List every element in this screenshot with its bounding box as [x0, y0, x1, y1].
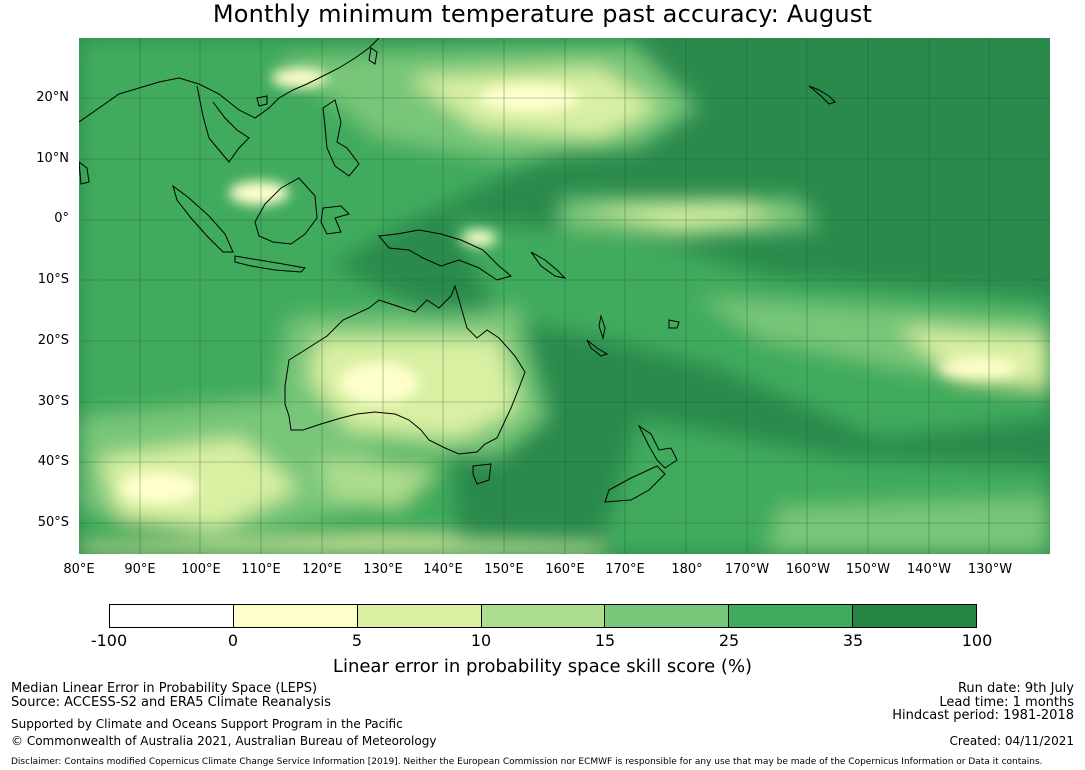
colorbar-swatch-5: [729, 605, 854, 627]
new-guinea-coastline: [378, 229, 513, 281]
coastlines: [79, 38, 836, 503]
philippines-coastline: [322, 99, 360, 177]
hainan-coastline: [256, 95, 268, 107]
colorbar-tick-minus100: -100: [90, 631, 128, 650]
disclaimer-text: Disclaimer: Contains modified Copernicus…: [11, 757, 1043, 767]
colorbar-swatch-1: [233, 605, 358, 627]
new-zealand-south-coastline: [604, 465, 666, 503]
lon-label-170e: 170°E: [605, 562, 645, 577]
colorbar-label: Linear error in probability space skill …: [332, 656, 753, 677]
lat-label-30s: 30°S: [37, 394, 69, 409]
sumatra-coastline: [172, 184, 234, 253]
asia-mainland-coastline: [79, 38, 380, 163]
lon-label-180: 180°: [671, 562, 703, 577]
colorbar-swatch-3: [481, 605, 606, 627]
taiwan-coastline: [368, 47, 378, 65]
colorbar-tick-5: 5: [351, 631, 363, 650]
fiji-coastline: [668, 319, 680, 329]
lon-label-150w: 150°W: [845, 562, 891, 577]
lat-label-0: 0°: [54, 211, 69, 226]
skill-score-map: [79, 38, 1050, 554]
footer-leps-text: Median Linear Error in Probability Space…: [11, 681, 318, 696]
borneo-coastline: [254, 177, 318, 245]
colorbar-swatch-2: [357, 605, 482, 627]
colorbar-tick-15: 15: [594, 631, 616, 650]
footer-copyright-text: © Commonwealth of Australia 2021, Austra…: [11, 734, 437, 748]
lat-label-10n: 10°N: [36, 151, 69, 166]
sri-lanka-coastline: [79, 161, 90, 185]
lead-time-text: Lead time: 1 months: [939, 695, 1074, 710]
new-zealand-north-coastline: [637, 424, 678, 469]
java-coastline: [234, 255, 307, 273]
new-caledonia-coastline: [586, 339, 609, 357]
colorbar-tick-10: 10: [470, 631, 492, 650]
sulawesi-coastline: [320, 205, 350, 235]
lat-label-50s: 50°S: [37, 515, 69, 530]
colorbar-tick-100: 100: [961, 631, 993, 650]
hawaii-coastline: [808, 85, 836, 105]
lon-label-80e: 80°E: [63, 562, 95, 577]
colorbar-swatch-6: [853, 605, 977, 627]
lon-label-160w: 160°W: [785, 562, 831, 577]
tasmania-coastline: [472, 463, 492, 485]
run-date-text: Run date: 9th July: [957, 681, 1074, 696]
australia-coastline: [284, 284, 526, 455]
lon-label-100e: 100°E: [181, 562, 221, 577]
lon-label-170w: 170°W: [724, 562, 770, 577]
lon-label-140w: 140°W: [906, 562, 952, 577]
hindcast-period-text: Hindcast period: 1981-2018: [892, 708, 1074, 723]
lon-label-120e: 120°E: [302, 562, 342, 577]
graticule: [79, 38, 1050, 554]
lat-label-10s: 10°S: [37, 272, 69, 287]
solomon-islands-coastline: [530, 251, 567, 279]
vanuatu-coastline: [598, 314, 606, 340]
colorbar-swatch-4: [605, 605, 730, 627]
lat-label-20s: 20°S: [37, 333, 69, 348]
created-date-text: Created: 04/11/2021: [949, 734, 1074, 748]
map-title: Monthly minimum temperature past accurac…: [212, 0, 873, 28]
lat-label-40s: 40°S: [37, 454, 69, 469]
colorbar-tick-35: 35: [842, 631, 864, 650]
lon-label-130e: 130°E: [363, 562, 403, 577]
lon-label-140e: 140°E: [423, 562, 463, 577]
lon-label-110e: 110°E: [241, 562, 281, 577]
footer-source-text: Source: ACCESS-S2 and ERA5 Climate Reana…: [11, 695, 331, 710]
lon-label-130w: 130°W: [967, 562, 1013, 577]
lon-label-160e: 160°E: [545, 562, 585, 577]
colorbar: [109, 604, 977, 628]
lon-label-150e: 150°E: [484, 562, 524, 577]
footer-support-text: Supported by Climate and Oceans Support …: [11, 717, 403, 731]
colorbar-tick-25: 25: [718, 631, 740, 650]
lat-label-20n: 20°N: [36, 90, 69, 105]
map-canvas: [79, 38, 1050, 554]
colorbar-swatch-0: [110, 605, 234, 627]
colorbar-tick-0: 0: [227, 631, 239, 650]
lon-label-90e: 90°E: [124, 562, 156, 577]
